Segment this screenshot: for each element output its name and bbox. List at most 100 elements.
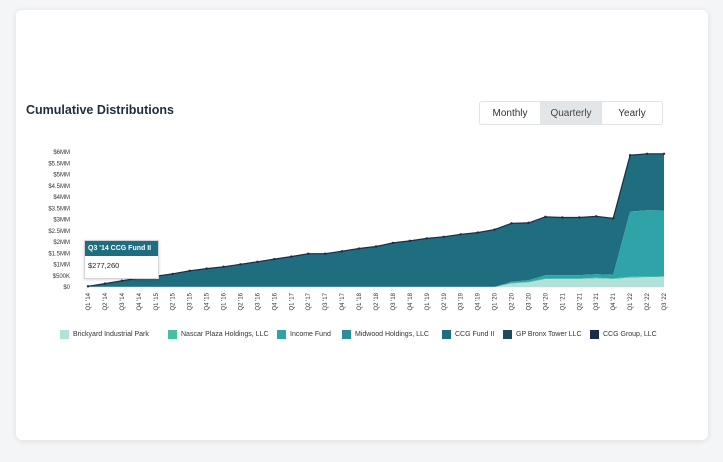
data-point	[510, 222, 513, 225]
data-point	[374, 245, 378, 248]
data-point	[662, 152, 666, 155]
data-point	[120, 279, 124, 282]
y-tick-label: $2.5MM	[48, 229, 70, 235]
x-tick-label: Q2 '17	[306, 292, 312, 310]
tooltip-value: $277,260	[88, 261, 120, 270]
x-tick-label: Q4 '19	[476, 292, 482, 310]
data-point	[188, 269, 191, 272]
data-point	[239, 263, 242, 266]
legend-item[interactable]: GP Bronx Tower LLC	[503, 330, 582, 339]
y-tick-label: $4MM	[53, 195, 70, 201]
y-tick-label: $5MM	[53, 173, 70, 179]
legend-item[interactable]: CCG Fund II	[442, 330, 494, 339]
y-tick-label: $0	[63, 285, 70, 291]
page-title: Cumulative Distributions	[26, 103, 174, 117]
x-tick-label: Q1 '15	[154, 292, 160, 310]
legend-item[interactable]: Midwood Holdings, LLC	[342, 330, 429, 339]
x-tick-label: Q1 '19	[425, 292, 431, 310]
data-point	[442, 235, 445, 239]
data-point	[578, 216, 581, 219]
x-tick-label: Q1 '17	[289, 292, 295, 310]
data-point	[408, 239, 412, 243]
x-tick-label: Q1 '16	[222, 292, 228, 310]
x-tick-label: Q4 '14	[137, 292, 143, 310]
data-point	[86, 285, 90, 288]
y-tick-label: $6MM	[53, 150, 70, 156]
x-tick-label: Q1 '14	[86, 292, 92, 310]
x-tick-label: Q3 '19	[459, 292, 465, 310]
x-tick-label: Q2 '20	[510, 292, 516, 310]
area-brickyard-industrial-park	[88, 276, 664, 287]
data-point	[307, 252, 310, 255]
monthly-button[interactable]: Monthly	[480, 102, 541, 124]
x-tick-label: Q3 '18	[391, 292, 397, 310]
data-point	[273, 257, 276, 261]
x-tick-label: Q2 '19	[442, 292, 448, 310]
data-point	[628, 153, 632, 157]
legend-label: Income Fund	[290, 331, 331, 338]
x-tick-label: Q2 '15	[171, 292, 177, 310]
y-tick-label: $500K	[53, 274, 70, 280]
x-tick-label: Q3 '22	[662, 292, 668, 310]
legend-swatch	[342, 330, 351, 339]
legend-item[interactable]: CCG Group, LLC	[590, 330, 657, 339]
data-point	[357, 247, 361, 250]
data-point	[544, 215, 547, 218]
legend-label: Midwood Holdings, LLC	[355, 331, 429, 338]
data-point	[493, 228, 496, 231]
y-tick-label: $5.5MM	[48, 161, 70, 167]
y-tick-label: $1MM	[53, 263, 70, 269]
yearly-button[interactable]: Yearly	[618, 107, 646, 119]
data-point	[645, 152, 649, 155]
legend-swatch	[442, 330, 451, 339]
x-tick-label: Q2 '16	[238, 292, 244, 310]
legend-swatch	[590, 330, 599, 339]
data-point	[459, 233, 462, 236]
y-tick-label: $3.5MM	[48, 206, 70, 212]
data-point	[595, 215, 598, 218]
quarterly-button[interactable]: Quarterly	[541, 102, 602, 124]
legend-item[interactable]: Brickyard Industrial Park	[60, 330, 149, 339]
legend-swatch	[503, 330, 512, 339]
data-point	[205, 267, 208, 270]
chart-legend: Brickyard Industrial Park Nascar Plaza Ho…	[60, 330, 700, 344]
y-tick-label: $1.5MM	[48, 251, 70, 257]
x-tick-label: Q4 '17	[340, 292, 346, 310]
x-tick-label: Q3 '16	[255, 292, 261, 310]
y-tick-label: $4.5MM	[48, 184, 70, 190]
data-point	[611, 217, 615, 220]
data-point	[171, 272, 174, 276]
x-tick-label: Q4 '15	[205, 292, 211, 310]
legend-swatch	[277, 330, 286, 339]
x-tick-label: Q2 '18	[374, 292, 380, 310]
x-tick-label: Q4 '18	[408, 292, 414, 310]
x-tick-label: Q2 '21	[577, 292, 583, 310]
tooltip-label: Q3 '14 CCG Fund II	[85, 241, 158, 256]
data-point	[256, 260, 259, 263]
x-tick-label: Q1 '21	[560, 292, 566, 310]
legend-label: CCG Group, LLC	[603, 331, 657, 338]
y-tick-label: $3MM	[53, 218, 70, 224]
area-ccg-fund-ii	[88, 153, 664, 287]
x-tick-label: Q3 '21	[594, 292, 600, 310]
data-point	[561, 216, 564, 219]
legend-label: Nascar Plaza Holdings, LLC	[181, 331, 269, 338]
data-point	[290, 255, 293, 258]
data-point	[323, 252, 327, 255]
x-tick-label: Q4 '21	[611, 292, 617, 310]
data-point	[476, 231, 479, 234]
legend-label: GP Bronx Tower LLC	[516, 331, 582, 338]
x-tick-label: Q3 '20	[526, 292, 532, 310]
data-point	[527, 221, 530, 225]
x-tick-label: Q3 '17	[323, 292, 329, 310]
chart-tooltip: Q3 '14 CCG Fund II $277,260	[84, 240, 159, 279]
legend-item[interactable]: Nascar Plaza Holdings, LLC	[168, 330, 269, 339]
x-tick-label: Q3 '15	[188, 292, 194, 310]
x-tick-label: Q1 '22	[628, 292, 634, 310]
x-tick-label: Q2 '22	[645, 292, 651, 310]
x-tick-label: Q3 '14	[120, 292, 126, 310]
legend-item[interactable]: Income Fund	[277, 330, 331, 339]
period-toggle: Monthly Quarterly Yearly	[479, 101, 663, 125]
x-tick-label: Q4 '20	[543, 292, 549, 310]
